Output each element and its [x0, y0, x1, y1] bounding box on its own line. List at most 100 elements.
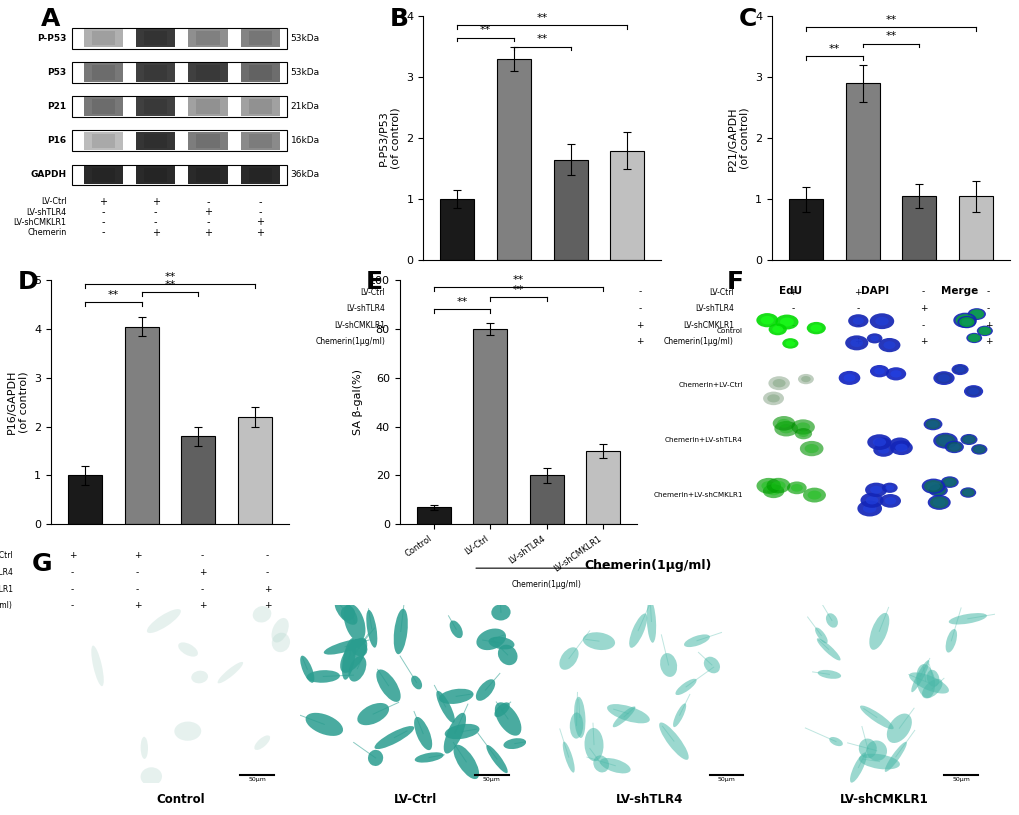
- Ellipse shape: [444, 724, 479, 739]
- Ellipse shape: [886, 714, 911, 743]
- Bar: [72, 165, 286, 185]
- Circle shape: [951, 364, 968, 375]
- Text: C: C: [738, 7, 756, 30]
- Circle shape: [802, 487, 825, 503]
- Text: P16: P16: [48, 136, 66, 145]
- Circle shape: [953, 365, 966, 374]
- Text: -: -: [573, 288, 576, 297]
- Circle shape: [806, 322, 825, 334]
- Circle shape: [948, 443, 959, 451]
- Ellipse shape: [414, 717, 432, 750]
- Text: +: +: [152, 227, 160, 237]
- Circle shape: [791, 420, 814, 434]
- Text: +: +: [505, 337, 513, 346]
- Ellipse shape: [486, 745, 507, 773]
- Ellipse shape: [350, 639, 367, 656]
- Text: LV-Ctrl: LV-Ctrl: [393, 793, 437, 806]
- Ellipse shape: [141, 737, 148, 759]
- Circle shape: [977, 327, 990, 335]
- Circle shape: [979, 328, 988, 334]
- Bar: [196, 99, 219, 114]
- Circle shape: [762, 484, 784, 498]
- Bar: [136, 165, 175, 184]
- Text: -: -: [985, 288, 989, 297]
- Circle shape: [961, 435, 975, 444]
- Text: +: +: [204, 227, 212, 237]
- Text: Chemerin(1μg/ml): Chemerin(1μg/ml): [512, 580, 581, 589]
- Ellipse shape: [582, 632, 614, 650]
- Text: **: **: [536, 34, 547, 44]
- Bar: [901, 196, 935, 260]
- Circle shape: [942, 478, 956, 487]
- Circle shape: [895, 443, 907, 452]
- Text: -: -: [266, 568, 269, 577]
- Circle shape: [865, 496, 877, 504]
- Bar: [72, 96, 286, 117]
- Bar: [124, 327, 159, 524]
- Text: 50μm: 50μm: [717, 777, 735, 782]
- Text: **: **: [513, 284, 524, 295]
- Circle shape: [774, 315, 798, 329]
- Circle shape: [760, 481, 775, 491]
- Text: -: -: [136, 568, 139, 577]
- Text: 21kDa: 21kDa: [290, 102, 319, 111]
- Text: **: **: [884, 15, 896, 24]
- Circle shape: [940, 476, 958, 488]
- Text: -: -: [638, 304, 641, 313]
- Text: 10μm: 10μm: [975, 350, 991, 355]
- Circle shape: [773, 421, 798, 437]
- Circle shape: [961, 488, 973, 496]
- Text: LV-shCMKLR1: LV-shCMKLR1: [682, 321, 733, 330]
- Circle shape: [959, 487, 975, 498]
- Bar: [92, 65, 115, 80]
- Text: LV-shTLR4: LV-shTLR4: [26, 208, 66, 217]
- Text: Chemerin: Chemerin: [28, 228, 66, 237]
- Text: Chemerin+LV-shCMKLR1: Chemerin+LV-shCMKLR1: [653, 492, 742, 498]
- Circle shape: [852, 317, 863, 324]
- Circle shape: [946, 442, 961, 452]
- Circle shape: [944, 479, 954, 485]
- Circle shape: [877, 440, 887, 446]
- Bar: [68, 475, 102, 524]
- Bar: [72, 28, 286, 49]
- Bar: [196, 168, 219, 182]
- Ellipse shape: [393, 609, 408, 654]
- Ellipse shape: [675, 679, 696, 695]
- Text: A: A: [41, 7, 60, 30]
- Circle shape: [932, 371, 954, 385]
- Y-axis label: P21/GAPDH
(of control): P21/GAPDH (of control): [728, 106, 749, 170]
- Bar: [181, 436, 215, 524]
- Text: 53kDa: 53kDa: [290, 68, 319, 77]
- Text: +: +: [264, 601, 271, 610]
- Y-axis label: P16/GAPDH
(of control): P16/GAPDH (of control): [7, 370, 29, 434]
- Ellipse shape: [816, 638, 840, 660]
- Ellipse shape: [366, 610, 377, 648]
- Text: +: +: [152, 196, 160, 207]
- Ellipse shape: [436, 691, 454, 723]
- Ellipse shape: [192, 671, 208, 683]
- Text: **: **: [455, 297, 467, 307]
- Text: -: -: [791, 337, 794, 346]
- Ellipse shape: [814, 628, 826, 644]
- Ellipse shape: [658, 722, 688, 760]
- Text: D: D: [17, 271, 39, 294]
- Text: -: -: [154, 207, 157, 217]
- Circle shape: [768, 324, 786, 335]
- Circle shape: [934, 372, 952, 384]
- Circle shape: [756, 313, 777, 328]
- Bar: [240, 165, 280, 184]
- Circle shape: [955, 367, 964, 372]
- Text: P21: P21: [48, 102, 66, 111]
- Ellipse shape: [858, 754, 899, 769]
- Ellipse shape: [300, 655, 314, 683]
- Ellipse shape: [411, 676, 422, 689]
- Bar: [84, 64, 123, 82]
- Text: LV-shCMKLR1: LV-shCMKLR1: [334, 321, 385, 330]
- Text: LV-shCMKLR1: LV-shCMKLR1: [13, 218, 66, 227]
- Circle shape: [765, 478, 790, 493]
- Bar: [473, 329, 506, 524]
- Circle shape: [881, 482, 897, 493]
- Circle shape: [937, 374, 949, 382]
- Bar: [249, 99, 272, 114]
- Circle shape: [929, 485, 945, 496]
